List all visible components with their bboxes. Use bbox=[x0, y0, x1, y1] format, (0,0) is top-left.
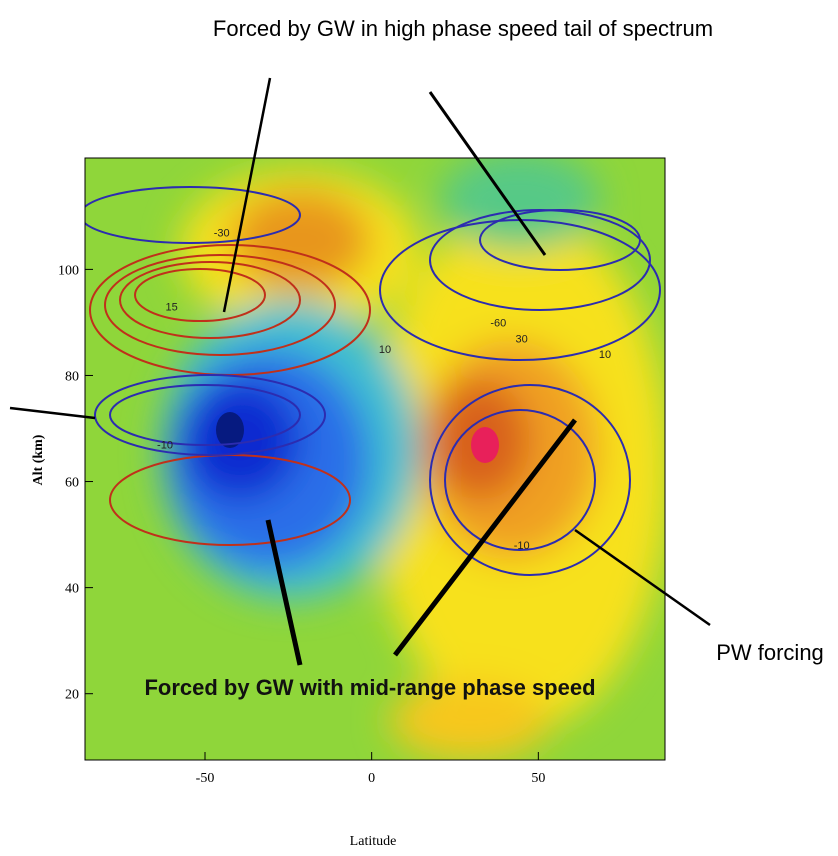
y-axis-label: Alt (km) bbox=[31, 434, 46, 485]
chart-title: Forced by GW in high phase speed tail of… bbox=[213, 16, 713, 41]
y-tick-label: 100 bbox=[58, 263, 79, 278]
x-tick-label: -50 bbox=[196, 771, 215, 786]
contour-label: 10 bbox=[379, 344, 391, 356]
contour-label: -60 bbox=[490, 317, 506, 329]
contour-label: -10 bbox=[157, 439, 173, 451]
y-tick-label: 60 bbox=[65, 476, 79, 491]
contour-label: -10 bbox=[514, 540, 530, 552]
contour-label: 15 bbox=[166, 302, 178, 314]
x-tick-label: 0 bbox=[368, 771, 375, 786]
arrows bbox=[9, 77, 711, 666]
contour-label: -30 bbox=[214, 227, 230, 239]
contour-label: 30 bbox=[516, 333, 528, 345]
y-tick-label: 20 bbox=[65, 688, 79, 703]
annotation: Forced by GW with mid-range phase speed bbox=[144, 675, 595, 700]
x-tick-label: 50 bbox=[531, 771, 545, 786]
plot-frame bbox=[84, 157, 666, 761]
y-tick-label: 40 bbox=[65, 582, 79, 597]
annotation: PW forcing bbox=[716, 640, 824, 665]
y-tick-label: 80 bbox=[65, 369, 79, 384]
contour-label: 10 bbox=[599, 349, 611, 361]
contour-field bbox=[85, 158, 665, 760]
x-axis-label: Latitude bbox=[350, 834, 397, 849]
